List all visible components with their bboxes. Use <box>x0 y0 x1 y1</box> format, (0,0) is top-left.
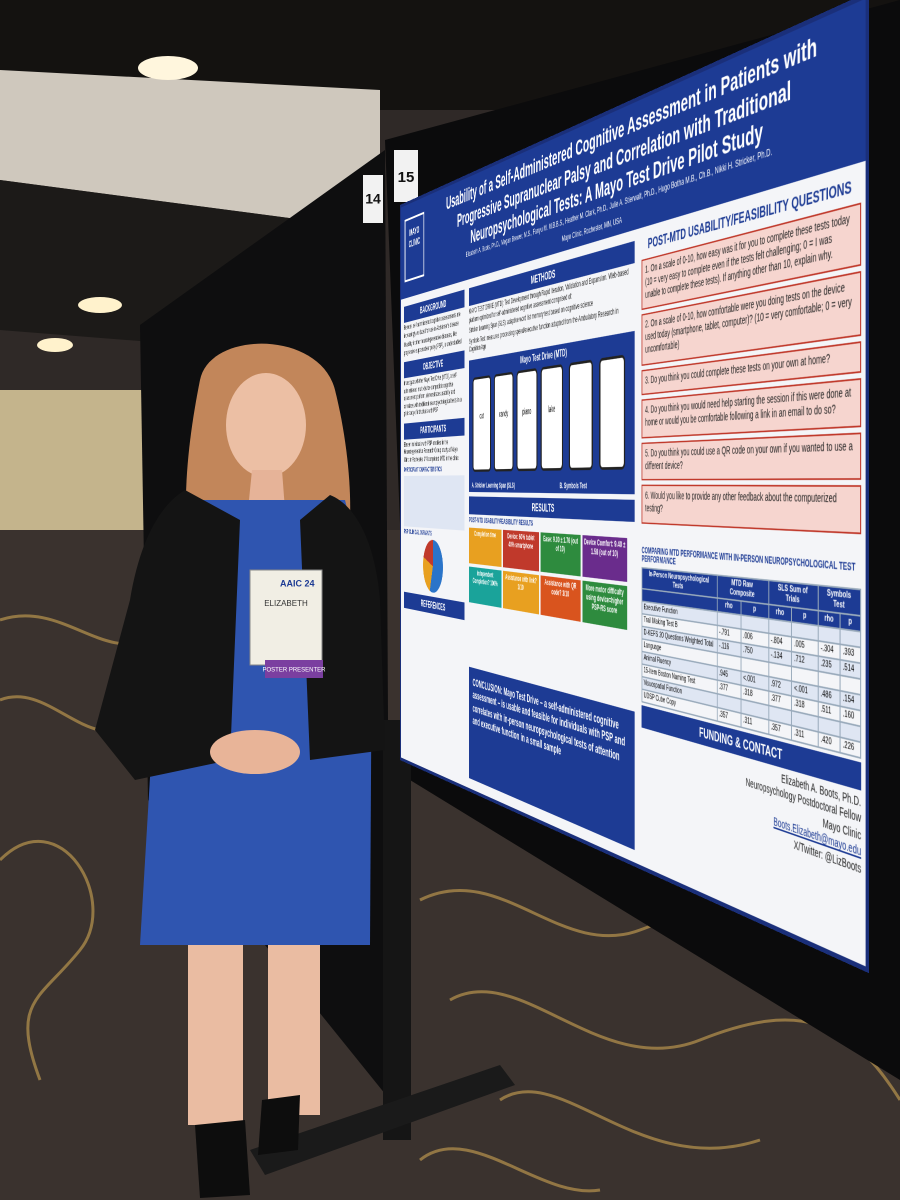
left-column: BACKGROUND Remote, self-administered cog… <box>403 285 465 623</box>
badge-event: AAIC 24 <box>280 578 315 588</box>
badge-ribbon <box>265 660 323 678</box>
name-badge <box>249 569 323 666</box>
blazer-right <box>300 495 385 760</box>
question: 5. Do you think you could use a QR code … <box>641 432 862 481</box>
result-box: Completion time <box>469 527 502 567</box>
phone-screen: cat <box>472 374 492 472</box>
board-number: 15 <box>398 169 415 186</box>
result-box: Device: 60% tablet 40% smartphone <box>503 529 540 571</box>
objective-text: Investigate whether Mayo Test Drive (MTD… <box>403 372 462 418</box>
result-box: Independent Completion? 100% <box>469 565 502 608</box>
ceiling-light <box>78 297 122 313</box>
results-boxes: Completion time Device: 60% tablet 40% sm… <box>469 527 635 631</box>
methods-figure: Mayo Test Drive (MTD) cat candy piano lake … <box>469 330 635 494</box>
leg <box>268 945 320 1115</box>
face <box>226 373 306 477</box>
subheading: PARTICIPANT CHARACTERISTICS <box>403 467 442 474</box>
shoe <box>195 1120 250 1198</box>
figure-label: B. Symbols Test <box>559 482 587 491</box>
result-box: Device Comfort: 9.40 ± 1.58 (out of 10) <box>582 534 628 582</box>
stand-pole <box>383 720 411 1140</box>
section-heading: PARTICIPANTS <box>403 417 465 440</box>
hands <box>210 730 300 774</box>
ceiling-light <box>138 56 198 80</box>
badge-role: POSTER PRESENTER <box>262 668 326 674</box>
leg <box>188 945 243 1125</box>
back-wall <box>0 390 150 530</box>
section-heading: REFERENCES <box>403 591 465 621</box>
middle-column: METHODS MAYO TEST DRIVE (MTD): Test Deve… <box>469 235 635 634</box>
blazer-left <box>95 490 240 780</box>
badge-name: ELIZABETH <box>264 599 308 608</box>
result-box: Ease: 9.00 ± 1.76 (out of 10) <box>540 531 581 576</box>
phone-screen <box>568 358 593 470</box>
subheading: PSP CLINICAL VARIANTS <box>403 529 432 538</box>
figure-label: A. Stricker Learning Span (SLS) <box>471 482 515 490</box>
result-box: Assistance with link? 1/10 <box>503 570 540 614</box>
shoe <box>258 1095 300 1155</box>
phone-screen <box>599 353 626 470</box>
question: 6. Would you like to provide any other f… <box>641 484 862 534</box>
stand-foot <box>250 1065 515 1175</box>
phone-screen: candy <box>493 371 514 471</box>
participants-text: Eleven individuals with PSP enrolled in … <box>403 439 459 464</box>
board-number-card <box>394 150 418 202</box>
table-placeholder <box>403 475 465 531</box>
phone-screen: lake <box>540 363 564 471</box>
right-column: POST-MTD USABILITY/FEASIBILITY QUESTIONS… <box>641 169 862 539</box>
ceiling-light <box>37 338 73 352</box>
logo: MAYO CLINIC <box>404 211 425 283</box>
conclusion-text: Mayo Test Drive – a self-administered co… <box>472 685 626 763</box>
board-number: 14 <box>365 191 381 207</box>
result-box: More motor difficulty using device=highe… <box>582 579 628 630</box>
result-box: Assistance with QR code? 3/10 <box>540 574 581 622</box>
pie-illustration <box>423 539 443 595</box>
ceiling-panel <box>0 70 380 230</box>
board-number-card <box>363 175 383 223</box>
phone-screen: piano <box>516 367 538 471</box>
questions-list: 1. On a scale of 0-10, how easy was it f… <box>641 202 862 534</box>
